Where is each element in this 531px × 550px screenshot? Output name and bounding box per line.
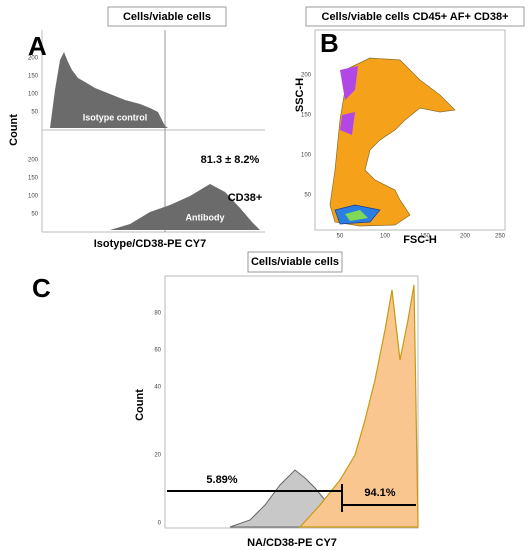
antibody-histogram	[110, 184, 260, 230]
tick: 40	[154, 385, 161, 391]
density-contour	[345, 210, 368, 221]
panel-letter: C	[32, 273, 51, 303]
title-box	[247, 251, 343, 273]
title: Cells/viable cells	[123, 11, 211, 23]
title: Cells/viable cells	[251, 256, 339, 268]
tick: 50	[337, 234, 344, 240]
panel-letter: A	[28, 31, 47, 61]
tick: 50	[304, 193, 311, 199]
annotation: Antibody	[186, 212, 225, 222]
tick: 150	[28, 74, 39, 80]
density-contour	[329, 57, 456, 227]
tick: 200	[301, 73, 312, 79]
y-label: Count	[134, 389, 146, 421]
tick: 200	[460, 234, 471, 240]
plot-frame	[314, 29, 506, 231]
tick: 20	[154, 453, 161, 459]
tick: 150	[301, 113, 312, 119]
tick: 100	[28, 92, 39, 98]
annotation: 5.89%	[206, 474, 237, 486]
tick: 60	[154, 348, 161, 354]
tick: 250	[495, 234, 506, 240]
tick: 0	[158, 521, 162, 527]
x-label: NA/CD38-PE CY7	[247, 537, 337, 549]
annotation: 94.1%	[364, 487, 395, 499]
tick: 100	[380, 234, 391, 240]
title: Cells/viable cells CD45+ AF+ CD38+	[322, 11, 509, 23]
y-label: Count	[8, 114, 20, 146]
tick: 100	[28, 194, 39, 200]
tick: 200	[28, 158, 39, 164]
annotation: CD38+	[228, 192, 263, 204]
annotation: Isotype control	[83, 112, 148, 122]
tick: 150	[420, 234, 431, 240]
y-label: SSC-H	[294, 78, 306, 112]
tick: 80	[154, 311, 161, 317]
panel-letter: B	[320, 28, 339, 58]
density-contour	[340, 66, 358, 135]
title-box	[107, 6, 227, 27]
annotation: 81.3 ± 8.2%	[201, 154, 260, 166]
antibody-histogram	[298, 284, 419, 528]
plot-frame	[164, 275, 419, 529]
title-box	[305, 6, 525, 27]
tick: 150	[28, 176, 39, 182]
tick: 50	[31, 212, 38, 218]
x-label: FSC-H	[403, 234, 437, 246]
tick: 100	[301, 153, 312, 159]
x-label: Isotype/CD38-PE CY7	[94, 238, 206, 250]
tick: 200	[28, 56, 39, 62]
isotype-histogram	[50, 52, 168, 128]
tick: 50	[31, 110, 38, 116]
